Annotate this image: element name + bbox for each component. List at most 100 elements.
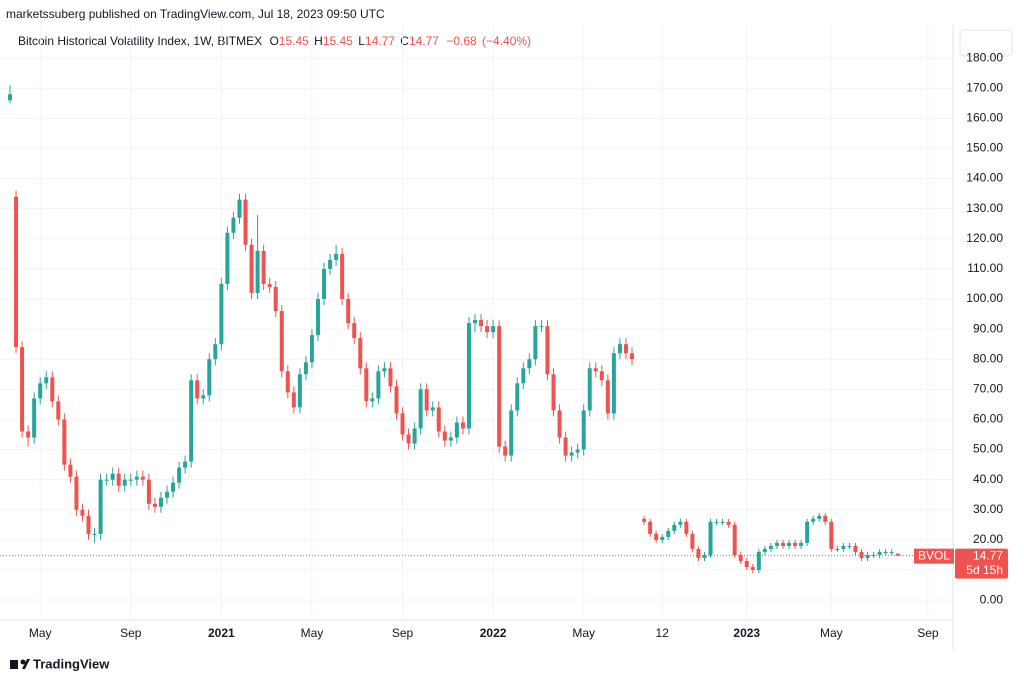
candle-body (605, 380, 610, 414)
legend-change-pct: (−4.40%) (482, 34, 531, 48)
legend-l-label: L (358, 34, 365, 48)
candle-body (497, 326, 502, 447)
candle-body (267, 283, 272, 287)
candle-body (430, 407, 435, 411)
x-tick-label: 2022 (480, 626, 507, 640)
candle-body (62, 419, 67, 465)
grid (0, 25, 953, 620)
candle-body (889, 551, 894, 553)
candle-body (720, 521, 725, 523)
y-tick-label: 150.00 (966, 141, 1003, 155)
y-tick-label: 70.00 (973, 382, 1003, 396)
candle-body (448, 437, 453, 441)
logo-dot (20, 659, 26, 665)
candle-body (237, 199, 242, 218)
candle-body (557, 410, 562, 438)
candle-body (68, 464, 73, 477)
candle-body (50, 377, 55, 402)
symbol-tag: BVOL (918, 548, 950, 562)
candle-body (805, 521, 810, 543)
candle-body (116, 473, 121, 486)
candle-body (780, 542, 785, 546)
candle-body (799, 542, 804, 546)
candle-body (768, 545, 773, 549)
candle-body (322, 268, 327, 300)
candle-body (479, 320, 484, 327)
candle-body (593, 368, 598, 372)
candle-body (364, 368, 369, 402)
candle-body (370, 398, 375, 402)
candle-body (285, 371, 290, 393)
candle-body (38, 383, 43, 399)
countdown-tag: 5d 15h (966, 563, 1003, 577)
candle-body (702, 554, 707, 558)
x-tick-label: 12 (656, 626, 670, 640)
candle-body (152, 503, 157, 507)
candle-body (762, 548, 767, 552)
candle-body (334, 253, 339, 260)
candle-body (183, 461, 188, 468)
candle-body (563, 437, 568, 456)
candle-body (847, 545, 852, 547)
candle-body (388, 368, 393, 387)
candle-body (744, 560, 749, 568)
candle-body (128, 479, 133, 481)
candle-body (750, 567, 755, 571)
candle-body (533, 326, 538, 360)
candle-body (303, 362, 308, 375)
candle-body (684, 521, 689, 534)
candle-body (14, 196, 19, 348)
candle-body (587, 368, 592, 411)
x-tick-label: May (301, 626, 324, 640)
candle-body (859, 551, 864, 558)
candle-body (104, 479, 109, 481)
candle-body (460, 422, 465, 429)
candle-body (817, 515, 822, 519)
legend-o-value: 15.45 (279, 34, 309, 48)
candle-body (617, 344, 622, 354)
candle-body (581, 410, 586, 450)
x-tick-label: Sep (392, 626, 414, 640)
scale-button[interactable] (959, 29, 1013, 57)
candle-body (895, 553, 900, 556)
candle-body (473, 320, 477, 324)
candle-body (521, 368, 526, 384)
candle-body (611, 353, 616, 414)
candle-body (80, 509, 85, 516)
candle-body (213, 344, 218, 360)
candle-body (491, 326, 496, 333)
candle-body (158, 497, 163, 507)
y-tick-label: 110.00 (967, 261, 1003, 275)
candle-body (189, 380, 194, 462)
y-tick-label: 40.00 (973, 472, 1003, 486)
legend-h-value: 15.45 (323, 34, 353, 48)
candle-body (110, 473, 115, 480)
tv-logo: TradingView (10, 656, 110, 671)
candle-body (708, 521, 713, 555)
y-tick-label: 140.00 (966, 171, 1003, 185)
candle-body (340, 253, 345, 300)
x-tick-label: 2021 (208, 626, 235, 640)
candle-body (660, 536, 665, 540)
y-tick-label: 130.00 (966, 201, 1003, 215)
legend-change: −0.68 (446, 34, 477, 48)
candle-body (32, 398, 37, 438)
publish-header: marketssuberg published on TradingView.c… (6, 7, 385, 21)
candle-body (165, 491, 170, 498)
candle-body (225, 232, 230, 284)
candle-body (376, 371, 381, 399)
candle-body (418, 389, 423, 429)
x-tick-label: Sep (120, 626, 142, 640)
price-tag-bg (955, 548, 1008, 579)
candle-body (406, 434, 411, 444)
y-tick-label: 30.00 (973, 502, 1003, 516)
candle-body (545, 326, 550, 375)
legend-title: Bitcoin Historical Volatility Index, 1W,… (18, 34, 262, 48)
candle-body (201, 395, 206, 399)
y-tick-label: 100.00 (966, 291, 1003, 305)
candle-body (279, 311, 284, 372)
candle-body (231, 217, 236, 233)
candle-body (146, 479, 151, 504)
x-tick-label: May (29, 626, 52, 640)
candle-body (358, 338, 363, 369)
